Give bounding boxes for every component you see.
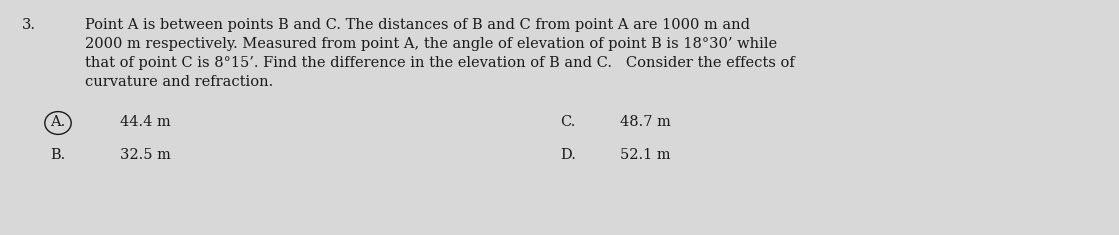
- Text: B.: B.: [50, 148, 65, 162]
- Text: 32.5 m: 32.5 m: [120, 148, 171, 162]
- Text: that of point C is 8°15’. Find the difference in the elevation of B and C.   Con: that of point C is 8°15’. Find the diffe…: [85, 56, 794, 70]
- Text: 52.1 m: 52.1 m: [620, 148, 670, 162]
- Text: 48.7 m: 48.7 m: [620, 115, 671, 129]
- Text: D.: D.: [560, 148, 576, 162]
- Text: C.: C.: [560, 115, 575, 129]
- Text: A.: A.: [50, 115, 65, 129]
- Text: 44.4 m: 44.4 m: [120, 115, 171, 129]
- Text: curvature and refraction.: curvature and refraction.: [85, 75, 273, 89]
- Text: Point A is between points B and C. The distances of B and C from point A are 100: Point A is between points B and C. The d…: [85, 18, 750, 32]
- Text: 2000 m respectively. Measured from point A, the angle of elevation of point B is: 2000 m respectively. Measured from point…: [85, 37, 777, 51]
- Text: 3.: 3.: [22, 18, 36, 32]
